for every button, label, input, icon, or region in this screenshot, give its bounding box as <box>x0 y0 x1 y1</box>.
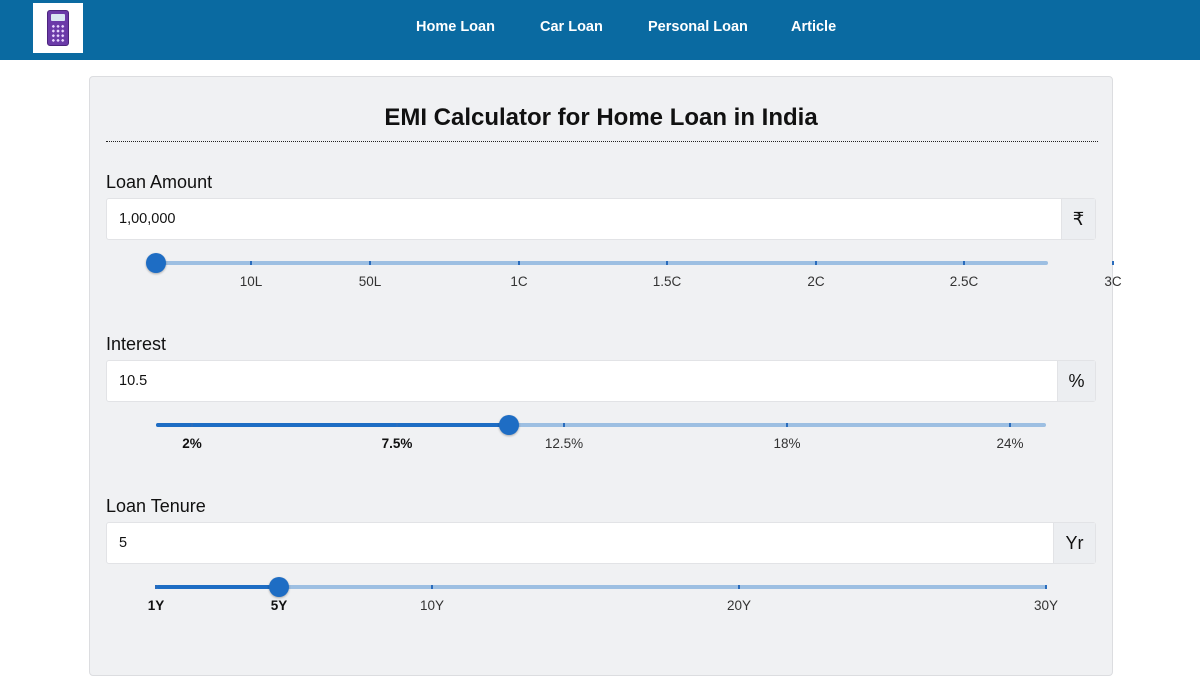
slider-track <box>156 585 1046 589</box>
slider-tick <box>1112 261 1114 265</box>
slider-tick-label: 2C <box>807 274 825 289</box>
slider-tick <box>369 261 371 265</box>
loan-amount-label: Loan Amount <box>106 172 213 192</box>
slider-tick-label: 7.5% <box>381 436 413 451</box>
slider-tick <box>1045 585 1047 589</box>
slider-track <box>156 261 1048 265</box>
emi-calculator-card: EMI Calculator for Home Loan in India Lo… <box>89 76 1122 676</box>
loan-tenure-slider[interactable]: 1Y 5Y 10Y 20Y 30Y <box>148 577 1058 613</box>
slider-fill <box>156 423 510 427</box>
slider-tick <box>786 423 788 427</box>
slider-tick-label: 2% <box>182 436 202 451</box>
slider-tick-label: 20Y <box>726 598 752 613</box>
interest-input[interactable]: 10.5 % <box>106 360 1096 402</box>
loan-amount-input[interactable]: 1,00,000 ₹ <box>106 198 1096 240</box>
slider-tick <box>191 423 193 427</box>
slider-tick <box>738 585 740 589</box>
title-divider <box>106 141 1098 142</box>
slider-tick <box>518 261 520 265</box>
slider-tick <box>666 261 668 265</box>
slider-tick-label: 50L <box>358 274 382 289</box>
nav-personal-loan[interactable]: Personal Loan <box>648 19 748 35</box>
slider-tick-label: 2.5C <box>949 274 979 289</box>
years-unit: Yr <box>1053 523 1095 563</box>
slider-tick-label: 1C <box>510 274 528 289</box>
interest-slider[interactable]: 2% 7.5% 12.5% 18% 24% <box>156 415 1046 451</box>
loan-tenure-input[interactable]: 5 Yr <box>106 522 1096 564</box>
calculator-icon <box>47 10 69 46</box>
slider-tick <box>396 423 398 427</box>
loan-tenure-value: 5 <box>119 535 128 551</box>
slider-tick <box>963 261 965 265</box>
slider-tick-label: 10Y <box>419 598 445 613</box>
slider-thumb[interactable] <box>499 415 520 435</box>
slider-tick <box>563 423 565 427</box>
slider-tick-label: 5Y <box>270 598 288 613</box>
slider-tick-label: 12.5% <box>544 436 584 451</box>
slider-fill <box>156 585 279 589</box>
interest-value: 10.5 <box>119 373 148 389</box>
slider-tick-label: 18% <box>773 436 801 451</box>
slider-tick-label: 1.5C <box>652 274 682 289</box>
site-logo[interactable] <box>33 3 83 53</box>
slider-tick <box>431 585 433 589</box>
percent-unit: % <box>1057 361 1095 401</box>
slider-tick-label: 3C <box>1104 274 1122 289</box>
slider-tick-label: 1Y <box>147 598 165 613</box>
loan-amount-slider[interactable]: 10L 50L 1C 1.5C 2C 2.5C 3C <box>146 253 1122 289</box>
nav-article[interactable]: Article <box>791 19 837 35</box>
page-title: EMI Calculator for Home Loan in India <box>384 104 818 131</box>
slider-thumb[interactable] <box>146 253 166 273</box>
slider-tick <box>155 585 157 589</box>
rupee-unit: ₹ <box>1061 199 1095 239</box>
slider-tick-label: 10L <box>239 274 263 289</box>
slider-thumb[interactable] <box>268 577 289 597</box>
nav-car-loan[interactable]: Car Loan <box>540 19 603 35</box>
slider-tick <box>1009 423 1011 427</box>
loan-tenure-label: Loan Tenure <box>106 496 206 516</box>
navbar: Home Loan Car Loan Personal Loan Article <box>0 0 1200 60</box>
slider-tick <box>815 261 817 265</box>
interest-label: Interest <box>106 334 167 354</box>
slider-tick-label: 30Y <box>1033 598 1059 613</box>
slider-tick-label: 24% <box>996 436 1024 451</box>
slider-tick <box>250 261 252 265</box>
loan-amount-value: 1,00,000 <box>119 211 176 227</box>
nav-home-loan[interactable]: Home Loan <box>416 19 495 35</box>
slider-track <box>156 423 1046 427</box>
